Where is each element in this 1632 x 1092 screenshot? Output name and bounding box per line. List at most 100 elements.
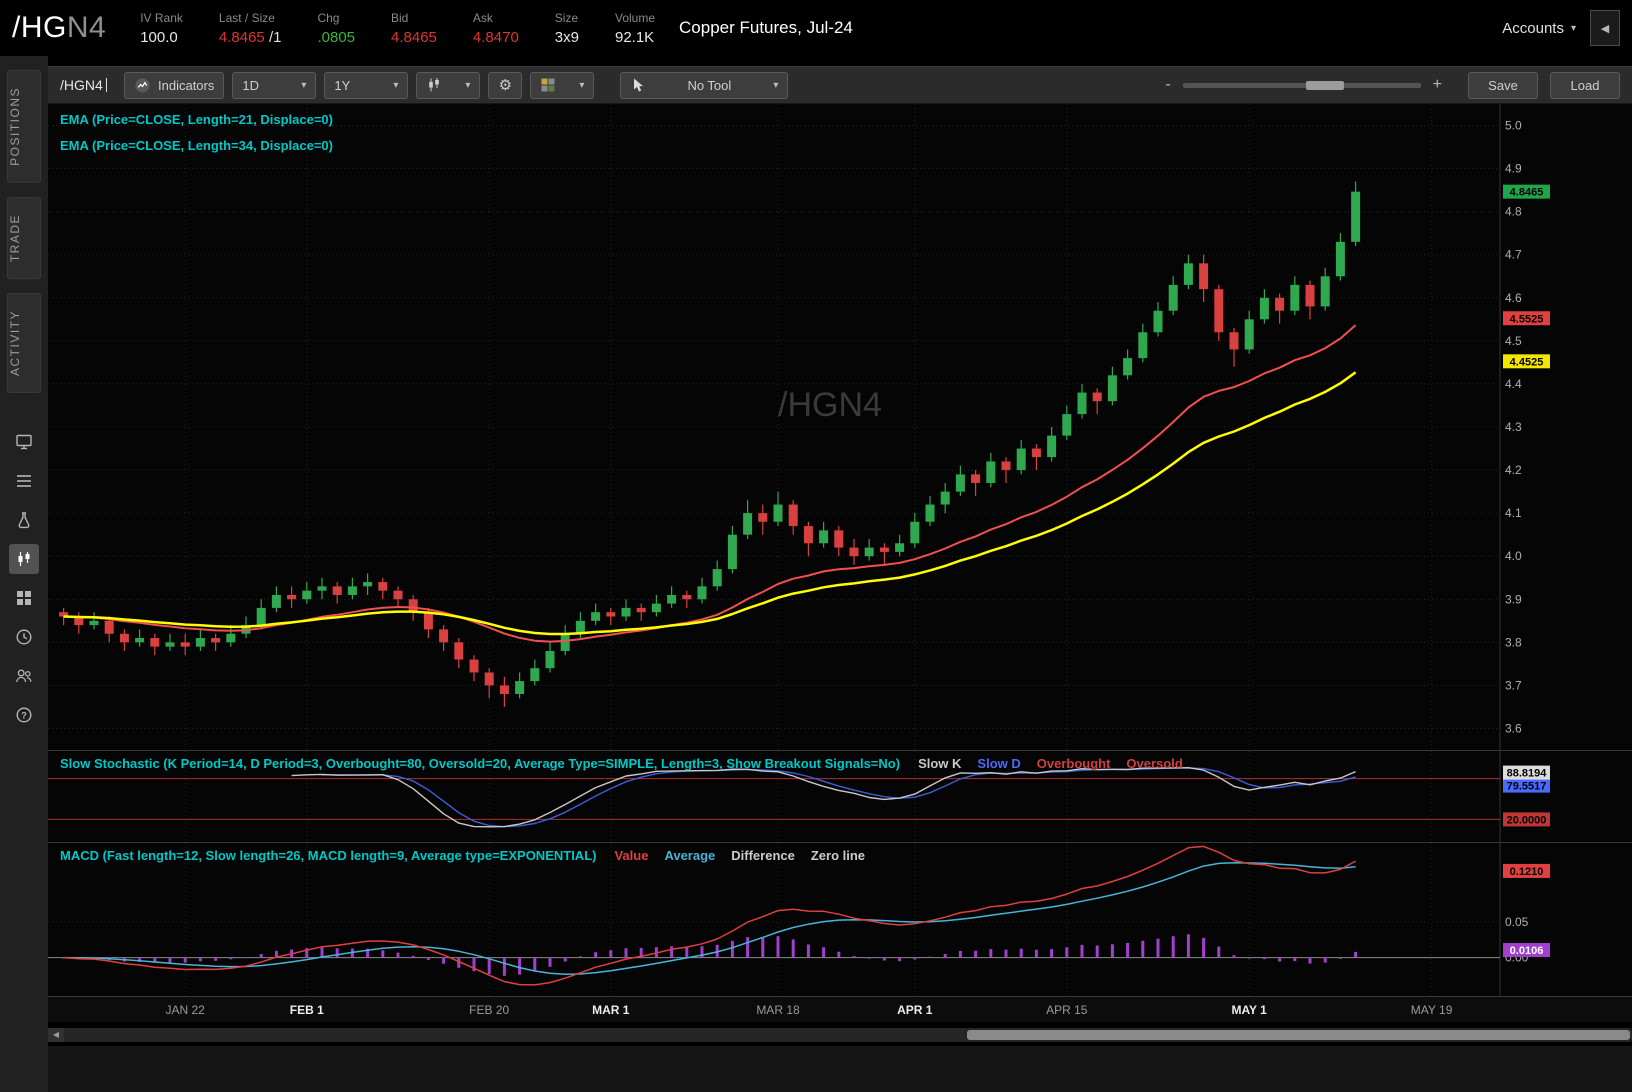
svg-text:4.1: 4.1 xyxy=(1505,506,1522,520)
symbol-suffix: N4 xyxy=(67,11,106,44)
svg-text:4.4525: 4.4525 xyxy=(1510,356,1544,368)
zoom-slider[interactable] xyxy=(1183,83,1421,88)
chevron-down-icon: ▾ xyxy=(579,80,584,91)
macd-panel: 0.050.000.12100.0106 MACD (Fast length=1… xyxy=(48,842,1632,996)
header-stat-ask: Ask4.8470 xyxy=(473,11,519,46)
chart-symbol-input[interactable]: /HGN4 xyxy=(60,77,116,93)
charts-icon[interactable] xyxy=(9,544,39,574)
svg-text:4.4: 4.4 xyxy=(1505,377,1522,391)
sidebar-tab-positions[interactable]: POSITIONS xyxy=(7,70,41,183)
svg-text:79.5517: 79.5517 xyxy=(1507,781,1547,793)
svg-text:4.8465: 4.8465 xyxy=(1510,187,1544,199)
svg-text:4.5525: 4.5525 xyxy=(1510,313,1544,325)
accounts-dropdown[interactable]: Accounts ▾ xyxy=(1502,20,1576,37)
chart-settings-button[interactable]: ⚙ xyxy=(488,72,522,99)
svg-text:3.9: 3.9 xyxy=(1505,592,1522,606)
grid-style-icon xyxy=(540,77,556,93)
text-caret xyxy=(106,78,107,92)
chart-scrollbar[interactable]: ◀ xyxy=(48,1028,1632,1042)
grid-icon[interactable] xyxy=(9,583,39,613)
time-axis-label: MAR 18 xyxy=(746,1003,810,1017)
symbol: /HGN4 xyxy=(12,11,106,45)
symbol-root: /HG xyxy=(12,11,67,44)
save-button[interactable]: Save xyxy=(1468,72,1538,99)
svg-text:?: ? xyxy=(21,710,27,720)
svg-text:0.1210: 0.1210 xyxy=(1510,866,1544,878)
chevron-down-icon: ▾ xyxy=(1571,23,1576,34)
range-dropdown[interactable]: 1Y ▾ xyxy=(324,72,408,99)
load-button[interactable]: Load xyxy=(1550,72,1620,99)
header-stat-iv-rank: IV Rank100.0 xyxy=(140,11,183,46)
clock-icon[interactable] xyxy=(9,622,39,652)
svg-text:4.6: 4.6 xyxy=(1505,291,1522,305)
chevron-down-icon: ▾ xyxy=(393,80,398,91)
price-panel: 5.04.94.84.74.64.54.44.34.24.14.03.93.83… xyxy=(48,104,1632,750)
svg-text:4.2: 4.2 xyxy=(1505,463,1522,477)
header-right: Accounts ▾ ◀ xyxy=(1502,10,1620,46)
list-icon[interactable] xyxy=(9,466,39,496)
collapse-panel-button[interactable]: ◀ xyxy=(1590,10,1620,46)
flask-icon[interactable] xyxy=(9,505,39,535)
candlestick-icon xyxy=(426,77,442,93)
time-axis-label: APR 1 xyxy=(883,1003,947,1017)
time-axis-label: FEB 1 xyxy=(275,1003,339,1017)
people-icon[interactable] xyxy=(9,661,39,691)
svg-text:0.0106: 0.0106 xyxy=(1510,945,1544,957)
drawing-tool-value: No Tool xyxy=(687,78,731,93)
svg-text:5.0: 5.0 xyxy=(1505,119,1522,133)
svg-text:88.8194: 88.8194 xyxy=(1507,768,1548,780)
timeframe-value: 1D xyxy=(242,78,259,93)
svg-text:4.3: 4.3 xyxy=(1505,420,1522,434)
zoom-in-button[interactable]: + xyxy=(1433,76,1442,94)
range-value: 1Y xyxy=(334,78,350,93)
time-axis-label: MAR 1 xyxy=(579,1003,643,1017)
time-axis-label: MAY 1 xyxy=(1217,1003,1281,1017)
header-stat-last-size: Last / Size4.8465 /1 xyxy=(219,11,282,46)
sidebar: POSITIONS TRADE ACTIVITY ? xyxy=(0,56,48,1092)
chevron-down-icon: ▾ xyxy=(773,80,778,91)
chart-watermark: /HGN4 xyxy=(778,386,882,424)
indicators-label: Indicators xyxy=(158,78,214,93)
chevron-down-icon: ▾ xyxy=(465,80,470,91)
chevron-down-icon: ▾ xyxy=(301,80,306,91)
header-stat-volume: Volume92.1K xyxy=(615,11,655,46)
header-stat-size: Size3x9 xyxy=(555,11,579,46)
collapse-arrow-icon: ◀ xyxy=(1601,22,1609,35)
cursor-icon xyxy=(630,77,645,93)
stochastic-panel: 80.000020.000079.551788.8194 Slow Stocha… xyxy=(48,750,1632,842)
time-axis-label: FEB 20 xyxy=(457,1003,521,1017)
news-icon[interactable] xyxy=(9,427,39,457)
sidebar-tab-trade[interactable]: TRADE xyxy=(7,197,41,279)
header: /HGN4 IV Rank100.0 Last / Size4.8465 /1 Ch… xyxy=(0,0,1632,56)
svg-text:3.8: 3.8 xyxy=(1505,635,1522,649)
help-icon[interactable]: ? xyxy=(9,700,39,730)
chart-toolbar: /HGN4 Indicators 1D ▾ 1Y ▾ ▾ ⚙ xyxy=(48,66,1632,104)
time-axis-label: JAN 22 xyxy=(153,1003,217,1017)
scrollbar-thumb[interactable] xyxy=(967,1030,1630,1040)
svg-text:20.0000: 20.0000 xyxy=(1507,814,1547,826)
sidebar-tab-activity[interactable]: ACTIVITY xyxy=(7,293,41,393)
price-chart-canvas[interactable]: 5.04.94.84.74.64.54.44.34.24.14.03.93.83… xyxy=(48,104,1632,750)
header-stats: IV Rank100.0 Last / Size4.8465 /1 Chg.0805… xyxy=(140,11,655,46)
macd-canvas[interactable]: 0.050.000.12100.0106 xyxy=(48,843,1632,996)
zoom-slider-thumb[interactable] xyxy=(1306,81,1344,90)
time-axis-label: MAY 19 xyxy=(1400,1003,1464,1017)
drawing-tool-dropdown[interactable]: No Tool ▾ xyxy=(620,72,788,99)
svg-text:4.5: 4.5 xyxy=(1505,334,1522,348)
gear-icon: ⚙ xyxy=(499,78,512,93)
stochastic-canvas[interactable]: 80.000020.000079.551788.8194 xyxy=(48,751,1632,842)
zoom-out-button[interactable]: - xyxy=(1165,76,1170,94)
timeframe-dropdown[interactable]: 1D ▾ xyxy=(232,72,316,99)
svg-text:4.9: 4.9 xyxy=(1505,162,1522,176)
trading-platform: /HGN4 IV Rank100.0 Last / Size4.8465 /1 Ch… xyxy=(0,0,1632,1092)
scroll-left-button[interactable]: ◀ xyxy=(48,1028,64,1042)
chart-style-dropdown[interactable]: ▾ xyxy=(530,72,594,99)
bottom-filler xyxy=(48,1046,1632,1092)
chart-type-dropdown[interactable]: ▾ xyxy=(416,72,480,99)
sidebar-tabs: POSITIONS TRADE ACTIVITY xyxy=(7,70,41,407)
svg-text:4.8: 4.8 xyxy=(1505,205,1522,219)
indicators-button[interactable]: Indicators xyxy=(124,72,224,99)
time-axis-label: APR 15 xyxy=(1035,1003,1099,1017)
header-stat-chg: Chg.0805 xyxy=(317,11,355,46)
time-axis: JAN 22 FEB 1 FEB 20 MAR 1 MAR 18 APR 1 APR 15 M… xyxy=(48,996,1632,1022)
